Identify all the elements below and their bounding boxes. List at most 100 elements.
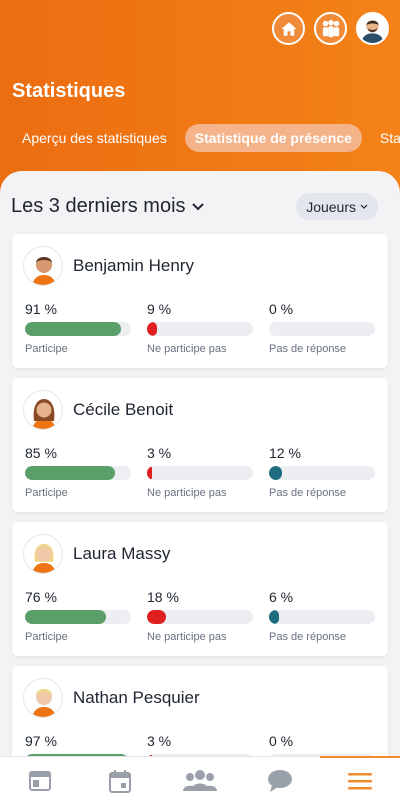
- participate-bar-fill: [25, 754, 128, 756]
- stat-value: 6 %: [269, 589, 294, 605]
- stat-no-answer: 0 % Pas de réponse: [269, 733, 375, 756]
- stat-value: 85 %: [25, 445, 57, 461]
- player-name: Nathan Pesquier: [73, 688, 200, 707]
- stat-not-participate: 3 % Ne participe pas: [147, 445, 253, 499]
- period-label: Les 3 derniers mois: [11, 195, 186, 217]
- nav-news[interactable]: [0, 757, 80, 803]
- stat-value: 18 %: [147, 589, 179, 605]
- not-participate-bar: [147, 466, 253, 480]
- not-participate-bar-fill: [147, 754, 152, 756]
- stat-participate: 85 % Participe: [25, 445, 131, 499]
- stat-value: 9 %: [147, 301, 172, 317]
- stat-label: Pas de réponse: [269, 631, 347, 643]
- nav-team[interactable]: [160, 757, 240, 803]
- stat-label: Ne participe pas: [147, 631, 227, 643]
- stat-value: 0 %: [269, 301, 294, 317]
- not-participate-bar-fill: [147, 466, 152, 480]
- stat-participate: 76 % Participe: [25, 589, 131, 643]
- not-participate-bar: [147, 754, 253, 756]
- stat-participate: 97 % Participe: [25, 733, 131, 756]
- stat-no-answer: 6 % Pas de réponse: [269, 589, 375, 643]
- not-participate-bar-fill: [147, 322, 157, 336]
- stat-not-participate: 3 % Ne participe pas: [147, 733, 253, 756]
- stat-label: Participe: [25, 631, 68, 643]
- no-answer-bar: [269, 610, 375, 624]
- tab-attendance[interactable]: Statistique de présence: [184, 124, 362, 152]
- no-answer-bar: [269, 754, 375, 756]
- no-answer-bar: [269, 322, 375, 336]
- player-avatar-icon: [32, 544, 56, 573]
- player-avatar: [23, 246, 63, 286]
- participate-bar: [25, 322, 131, 336]
- no-answer-bar-fill: [269, 610, 279, 624]
- stat-label: Ne participe pas: [147, 343, 227, 355]
- player-avatar: [23, 534, 63, 574]
- participate-bar: [25, 754, 131, 756]
- participate-bar-fill: [25, 610, 106, 624]
- bottom-nav: [0, 756, 400, 803]
- calendar-icon: [109, 769, 131, 793]
- stat-label: Participe: [25, 487, 68, 499]
- team-button[interactable]: [314, 12, 347, 45]
- not-participate-bar-fill: [147, 610, 166, 624]
- stat-label: Pas de réponse: [269, 487, 347, 499]
- group-filter-label: Joueurs: [306, 198, 356, 215]
- player-card[interactable]: Nathan Pesquier 97 % Participe 3 % Ne pa…: [12, 666, 388, 756]
- participate-bar: [25, 466, 131, 480]
- stat-no-answer: 12 % Pas de réponse: [269, 445, 375, 499]
- player-card[interactable]: Benjamin Henry 91 % Participe 9 % Ne par…: [12, 234, 388, 368]
- player-avatar: [23, 678, 63, 718]
- profile-avatar-button[interactable]: [356, 12, 389, 45]
- participate-bar-fill: [25, 466, 115, 480]
- no-answer-bar-fill: [269, 466, 282, 480]
- period-selector[interactable]: Les 3 derniers mois: [11, 195, 204, 218]
- player-name: Benjamin Henry: [73, 256, 194, 275]
- chevron-down-icon: [191, 202, 204, 210]
- player-card[interactable]: Laura Massy 76 % Participe 18 % Ne parti…: [12, 522, 388, 656]
- stat-value: 97 %: [25, 733, 57, 749]
- chevron-down-icon: [360, 204, 368, 209]
- participate-bar: [25, 610, 131, 624]
- news-icon: [29, 770, 51, 791]
- tab-more[interactable]: Statis: [379, 130, 400, 146]
- player-name: Laura Massy: [73, 544, 171, 563]
- group-filter[interactable]: Joueurs: [296, 193, 378, 220]
- home-button[interactable]: [272, 12, 305, 45]
- stat-value: 76 %: [25, 589, 57, 605]
- player-avatar-icon: [32, 257, 56, 285]
- user-avatar-icon: [358, 14, 387, 43]
- home-icon: [281, 21, 296, 36]
- stat-no-answer: 0 % Pas de réponse: [269, 301, 375, 355]
- stat-value: 3 %: [147, 445, 172, 461]
- stat-label: Pas de réponse: [269, 343, 347, 355]
- player-card[interactable]: Cécile Benoit 85 % Participe 3 % Ne part…: [12, 378, 388, 512]
- team-icon: [322, 19, 339, 37]
- tab-overview[interactable]: Aperçu des statistiques: [22, 130, 167, 146]
- nav-calendar[interactable]: [80, 757, 160, 803]
- stat-participate: 91 % Participe: [25, 301, 131, 355]
- team-icon: [183, 769, 217, 791]
- not-participate-bar: [147, 610, 253, 624]
- page-title: Statistiques: [12, 80, 126, 102]
- chat-icon: [268, 769, 292, 792]
- not-participate-bar: [147, 322, 253, 336]
- stat-not-participate: 18 % Ne participe pas: [147, 589, 253, 643]
- player-avatar-icon: [32, 689, 56, 717]
- player-avatar-icon: [32, 399, 56, 429]
- stat-label: Participe: [25, 343, 68, 355]
- top-actions: [272, 12, 389, 45]
- stat-value: 3 %: [147, 733, 172, 749]
- stat-label: Ne participe pas: [147, 487, 227, 499]
- player-name: Cécile Benoit: [73, 400, 174, 419]
- stat-value: 91 %: [25, 301, 57, 317]
- no-answer-bar: [269, 466, 375, 480]
- stat-value: 12 %: [269, 445, 301, 461]
- main-content: Les 3 derniers mois Joueurs Benjamin Hen…: [0, 171, 400, 756]
- stat-value: 0 %: [269, 733, 294, 749]
- nav-chat[interactable]: [240, 757, 320, 803]
- nav-menu[interactable]: [320, 756, 400, 803]
- header: Statistiques Aperçu des statistiques Sta…: [0, 0, 400, 200]
- stat-not-participate: 9 % Ne participe pas: [147, 301, 253, 355]
- player-avatar: [23, 390, 63, 430]
- participate-bar-fill: [25, 322, 121, 336]
